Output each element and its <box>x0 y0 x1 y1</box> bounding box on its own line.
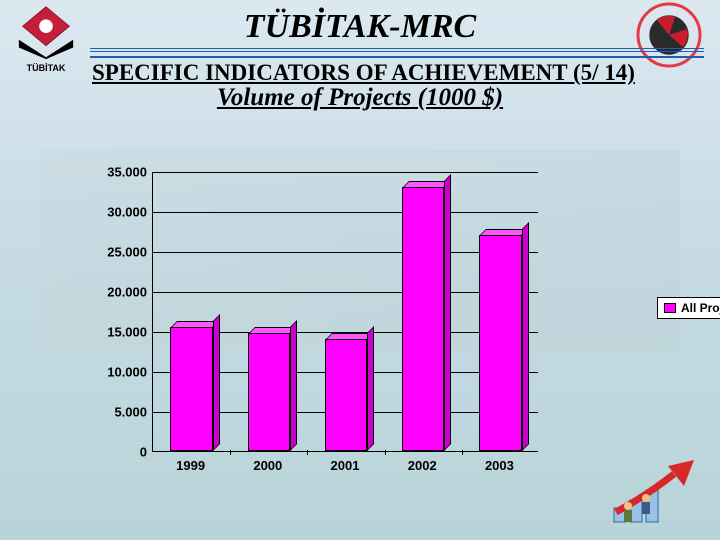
bar <box>479 235 521 451</box>
mrc-logo <box>634 2 704 68</box>
grid-line <box>153 212 538 213</box>
bar <box>170 327 212 451</box>
bar-chart: 05.00010.00015.00020.00025.00030.00035.0… <box>88 172 648 504</box>
tubitak-logo: TÜBİTAK <box>12 4 80 82</box>
subtitle-volume: Volume of Projects (1000 $) <box>0 84 720 112</box>
tubitak-logo-icon <box>15 4 77 60</box>
x-tick-mark <box>385 450 386 455</box>
x-tick-mark <box>230 450 231 455</box>
x-tick-label: 2002 <box>384 458 461 473</box>
y-tick-label: 25.000 <box>89 245 147 260</box>
legend: All Projects <box>657 297 720 319</box>
y-tick-label: 10.000 <box>89 365 147 380</box>
tubitak-logo-label: TÜBİTAK <box>12 63 80 73</box>
plot-area: 05.00010.00015.00020.00025.00030.00035.0… <box>152 172 538 452</box>
growth-clipart <box>606 456 702 528</box>
bar-side-face <box>290 320 297 451</box>
bar-side-face <box>444 174 451 451</box>
main-title: TÜBİTAK-MRC <box>0 8 720 46</box>
header: TÜBİTAK TÜBİTAK-MRC <box>0 0 720 54</box>
y-tick-label: 30.000 <box>89 205 147 220</box>
legend-swatch <box>664 303 676 313</box>
y-tick-label: 35.000 <box>89 165 147 180</box>
x-tick-label: 2000 <box>229 458 306 473</box>
x-axis-labels: 19992000200120022003 <box>152 458 538 473</box>
growth-arrow-icon <box>606 456 702 528</box>
x-tick-label: 1999 <box>152 458 229 473</box>
x-tick-mark <box>307 450 308 455</box>
bar-side-face <box>213 314 220 451</box>
plot-top-border <box>153 172 538 173</box>
x-tick-label: 2001 <box>306 458 383 473</box>
bar <box>402 187 444 451</box>
y-tick-label: 20.000 <box>89 285 147 300</box>
subtitle-indicators: SPECIFIC INDICATORS OF ACHIEVEMENT (5/ 1… <box>92 60 720 86</box>
x-tick-label: 2003 <box>461 458 538 473</box>
bar <box>325 339 367 451</box>
mrc-logo-icon <box>634 2 704 68</box>
x-tick-mark <box>462 450 463 455</box>
header-divider <box>90 48 704 54</box>
y-tick-label: 0 <box>89 445 147 460</box>
bar <box>248 333 290 451</box>
bar-side-face <box>522 222 529 451</box>
legend-label: All Projects <box>681 301 720 315</box>
y-tick-label: 5.000 <box>89 405 147 420</box>
y-tick-label: 15.000 <box>89 325 147 340</box>
bar-side-face <box>367 326 374 451</box>
